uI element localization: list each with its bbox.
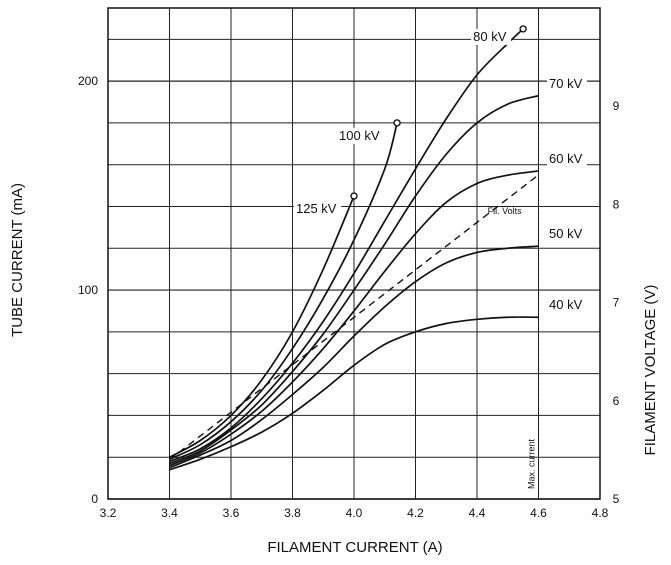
series-label-bg — [294, 201, 342, 218]
y2-tick-label: 7 — [613, 296, 620, 310]
y2-tick-bg — [609, 392, 623, 408]
x-tick-label: 4.2 — [407, 506, 424, 520]
y2-tick-bg — [609, 491, 623, 506]
series-label-bg — [547, 297, 587, 314]
series-lines — [169, 8, 539, 499]
series-label: 40 kV — [549, 297, 583, 312]
y2-tick-bg — [609, 196, 623, 212]
filament-voltage-line — [169, 174, 539, 461]
x-tick-label: 4.6 — [530, 506, 547, 520]
series-label-bg — [547, 226, 587, 243]
x-tick-label: 4.8 — [592, 506, 609, 520]
series-endpoint-marker — [350, 192, 358, 200]
series-label: 125 kV — [296, 201, 337, 216]
series-line-70-kv — [169, 94, 539, 465]
plot-border — [107, 7, 601, 500]
max-current-label: Max. current — [527, 438, 537, 489]
x-tick-label: 3.2 — [100, 506, 117, 520]
y2-axis-title: FILAMENT VOLTAGE (V) — [642, 285, 659, 456]
y2-tick-bg — [609, 294, 623, 310]
tick-labels: 3.2 3.4 3.6 3.8 4.0 4.2 4.4 4.6 4.8 0 100 200 5 6 7 8 9 — [78, 74, 623, 520]
series-line-60-kv — [169, 170, 539, 467]
x-tick-label: 4.4 — [469, 506, 486, 520]
y2-tick-label: 8 — [613, 197, 620, 211]
series-label: 50 kV — [549, 226, 583, 241]
series-label-bg — [471, 28, 512, 45]
y-axis-title: TUBE CURRENT (mA) — [9, 183, 26, 337]
series-label: 60 kV — [549, 151, 583, 166]
y2-tick-label: 9 — [613, 99, 620, 113]
plot-frame — [107, 7, 601, 500]
series-labels: Max. current Fil. Volts 40 kV 50 kV 60 kV 70 … — [294, 29, 587, 489]
series-line-125-kv — [169, 195, 355, 458]
series-line-100-kv — [169, 122, 398, 461]
filament-voltage-label: Fil. Volts — [488, 206, 523, 216]
y2-tick-label: 5 — [613, 492, 620, 506]
y-tick-label: 0 — [91, 492, 98, 506]
series-label: 80 kV — [473, 29, 507, 44]
series-label-bg — [547, 75, 587, 92]
series-endpoint-marker — [393, 119, 401, 127]
series-label-bg — [547, 150, 587, 167]
y2-tick-label: 6 — [613, 394, 620, 408]
y-tick-label: 200 — [78, 74, 98, 88]
y-tick-label: 100 — [78, 283, 98, 297]
series-line-50-kv — [169, 245, 539, 469]
series-label: 70 kV — [549, 76, 583, 91]
series-line-40-kv — [169, 316, 539, 471]
series-label-bg — [337, 127, 385, 144]
series-label: 100 kV — [339, 128, 380, 143]
series-endpoint-marker — [519, 25, 527, 33]
grid-lines — [107, 8, 601, 500]
series-line-80-kv — [169, 28, 524, 463]
x-tick-label: 3.6 — [223, 506, 240, 520]
x-tick-label: 3.8 — [284, 506, 301, 520]
x-tick-label: 3.4 — [161, 506, 178, 520]
x-axis-title: FILAMENT CURRENT (A) — [267, 539, 442, 556]
x-tick-label: 4.0 — [346, 506, 363, 520]
y2-tick-bg — [609, 98, 623, 114]
